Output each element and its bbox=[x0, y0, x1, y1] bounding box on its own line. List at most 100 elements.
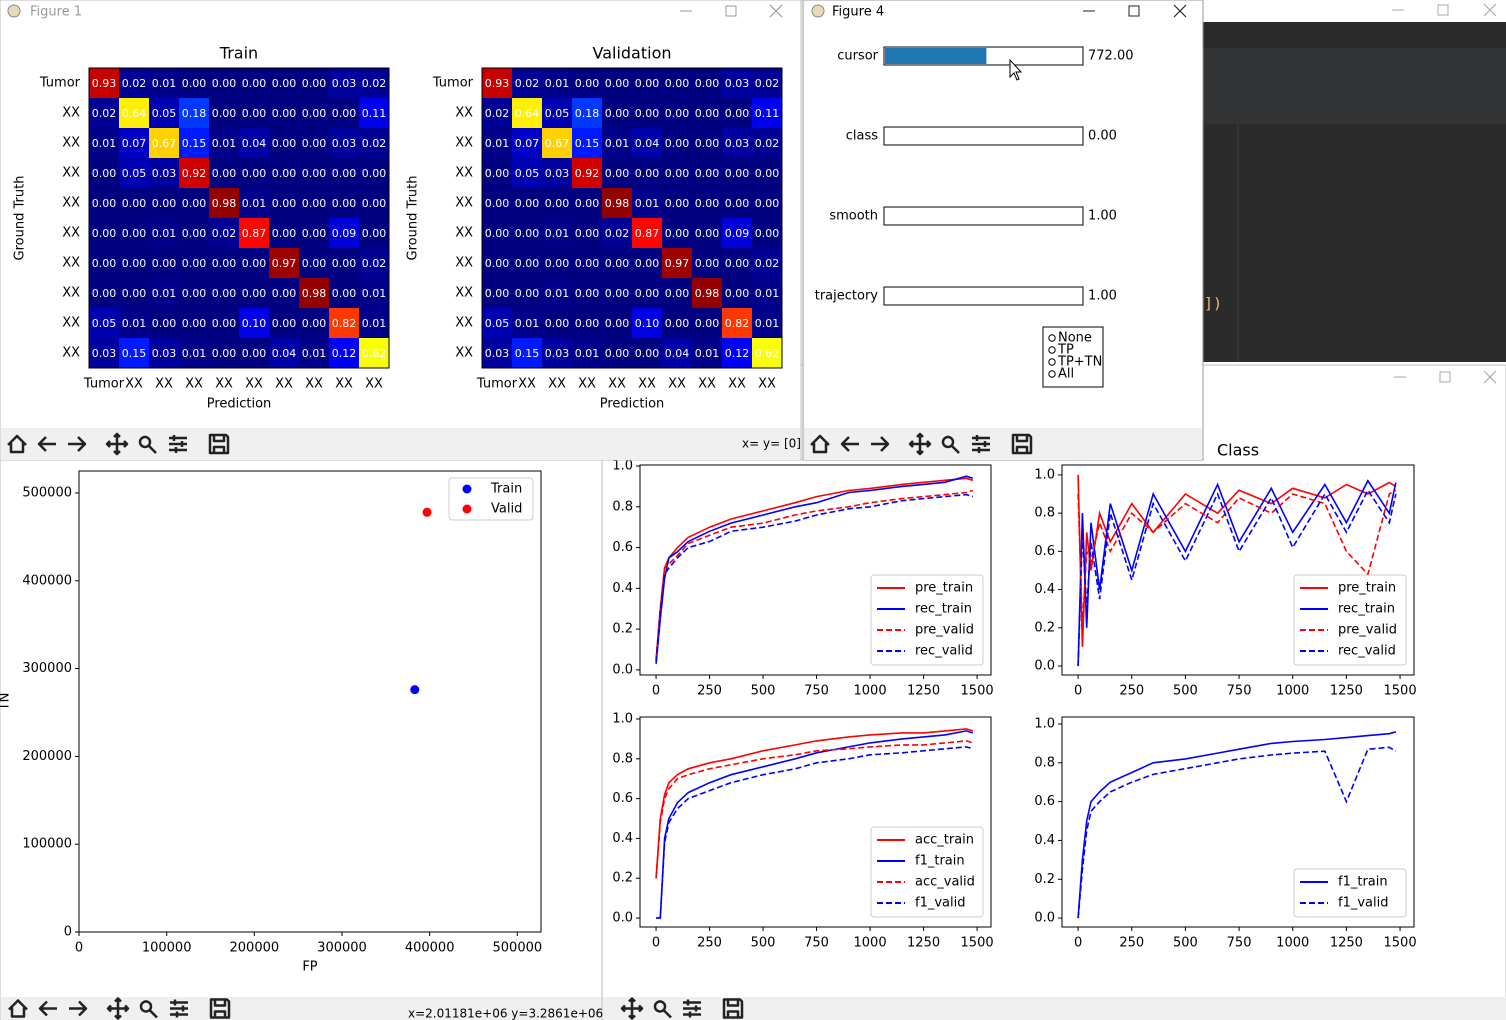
heatmap-cell bbox=[329, 218, 359, 248]
toolbar-button-save[interactable] bbox=[209, 998, 231, 1019]
heatmap-cell bbox=[482, 188, 512, 218]
maximize-button[interactable] bbox=[725, 5, 737, 17]
toolbar-button-save[interactable] bbox=[1011, 433, 1033, 455]
line-series bbox=[1077, 731, 1397, 919]
y-tick-label: Tumor bbox=[39, 76, 81, 91]
toolbar-button-home[interactable] bbox=[7, 434, 27, 454]
close-button[interactable] bbox=[1483, 3, 1497, 17]
y-tick-label: XX bbox=[62, 346, 80, 361]
toolbar-button-home[interactable] bbox=[810, 434, 830, 454]
close-button[interactable] bbox=[1173, 4, 1187, 18]
heatmap-cell bbox=[722, 158, 752, 188]
toolbar-button-save[interactable] bbox=[722, 998, 744, 1019]
x-tick-label: 1000 bbox=[854, 684, 887, 699]
radio-option[interactable]: All bbox=[1048, 367, 1074, 382]
slider[interactable] bbox=[883, 286, 1084, 306]
line-series bbox=[655, 493, 974, 662]
heatmap-cell bbox=[119, 98, 149, 128]
cell-label: 0.64 bbox=[122, 107, 147, 120]
toolbar-button-home[interactable] bbox=[8, 999, 28, 1018]
x-tick-label: 500 bbox=[1173, 936, 1198, 951]
radio-label: All bbox=[1058, 367, 1074, 382]
heatmap-cell bbox=[722, 128, 752, 158]
toolbar-button-zoom[interactable] bbox=[941, 435, 960, 454]
y-tick-label: 200000 bbox=[22, 749, 72, 764]
heatmap-cell bbox=[542, 278, 572, 308]
heatmap-cell bbox=[632, 218, 662, 248]
chart-title: Class bbox=[1217, 441, 1259, 460]
toolbar-button-save[interactable] bbox=[208, 433, 230, 455]
heatmap-cell bbox=[89, 128, 119, 158]
x-tick-label: 750 bbox=[1227, 684, 1252, 699]
heatmap-cell bbox=[209, 98, 239, 128]
heatmap-cell bbox=[299, 68, 329, 98]
heatmap-cell bbox=[572, 218, 602, 248]
x-tick-label: 250 bbox=[697, 936, 722, 951]
y-tick-label: 300000 bbox=[22, 661, 72, 676]
toolbar-button-forward[interactable] bbox=[871, 436, 890, 452]
maximize-button[interactable] bbox=[1437, 4, 1449, 16]
x-tick-label: XX bbox=[155, 377, 173, 392]
cell-label: 0.00 bbox=[665, 107, 690, 120]
heatmap-cell bbox=[512, 68, 542, 98]
toolbar-button-move[interactable] bbox=[908, 432, 932, 456]
close-button[interactable] bbox=[769, 4, 783, 18]
toolbar-button-move[interactable] bbox=[106, 997, 130, 1020]
cell-label: 0.00 bbox=[485, 197, 510, 210]
maximize-button[interactable] bbox=[1128, 5, 1140, 17]
status-text: x= y= [0] bbox=[742, 437, 801, 451]
toolbar-button-forward[interactable] bbox=[69, 1000, 88, 1017]
cell-label: 0.01 bbox=[605, 137, 630, 150]
cell-label: 0.00 bbox=[92, 287, 117, 300]
close-button[interactable] bbox=[1483, 370, 1497, 384]
cell-label: 0.00 bbox=[545, 317, 570, 330]
heatmap-cell bbox=[752, 248, 782, 278]
cell-label: 0.01 bbox=[152, 287, 177, 300]
legend-label: rec_valid bbox=[1338, 644, 1396, 659]
y-tick-label: XX bbox=[455, 286, 473, 301]
toolbar-button-config[interactable] bbox=[170, 999, 188, 1018]
y-axis-label: Ground Truth bbox=[13, 176, 28, 261]
toolbar-button-move[interactable] bbox=[620, 997, 644, 1020]
toolbar-button-forward[interactable] bbox=[68, 436, 87, 452]
slider[interactable] bbox=[883, 46, 1084, 66]
toolbar-button-zoom[interactable] bbox=[653, 1000, 672, 1019]
heatmap-cell bbox=[359, 68, 389, 98]
y-tick-label: 0.4 bbox=[612, 831, 633, 846]
y-tick-label: XX bbox=[455, 226, 473, 241]
cell-label: 0.00 bbox=[575, 77, 600, 90]
cell-label: 0.00 bbox=[332, 287, 357, 300]
toolbar-button-config[interactable] bbox=[169, 435, 187, 453]
heatmap-cell bbox=[299, 188, 329, 218]
toolbar-button-back[interactable] bbox=[37, 436, 56, 452]
toolbar-button-move[interactable] bbox=[105, 432, 129, 456]
heatmap-cell bbox=[602, 218, 632, 248]
slider[interactable] bbox=[883, 206, 1084, 226]
heatmap-cell bbox=[752, 158, 782, 188]
toolbar-button-zoom[interactable] bbox=[138, 435, 157, 454]
radio-option[interactable]: None bbox=[1048, 331, 1092, 346]
heatmap-cell bbox=[692, 278, 722, 308]
window-title: Figure 1 bbox=[30, 5, 82, 20]
toolbar-button-zoom[interactable] bbox=[139, 1000, 158, 1019]
toolbar-button-back[interactable] bbox=[38, 1000, 57, 1017]
toolbar-button-back[interactable] bbox=[840, 436, 859, 452]
cell-label: 0.00 bbox=[665, 167, 690, 180]
cell-label: 0.00 bbox=[575, 287, 600, 300]
cell-label: 0.04 bbox=[242, 137, 267, 150]
cell-label: 0.18 bbox=[182, 107, 207, 120]
heatmap-cell bbox=[602, 98, 632, 128]
heatmap-cell bbox=[149, 188, 179, 218]
heatmap-cell bbox=[269, 218, 299, 248]
cell-label: 0.00 bbox=[122, 197, 147, 210]
slider[interactable] bbox=[883, 126, 1084, 146]
radio-option[interactable]: TP+TN bbox=[1048, 355, 1103, 370]
toolbar-button-config[interactable] bbox=[972, 435, 990, 453]
radio-option[interactable]: TP bbox=[1048, 343, 1074, 358]
maximize-button[interactable] bbox=[1439, 371, 1451, 383]
cell-label: 0.00 bbox=[92, 167, 117, 180]
legend-box bbox=[870, 574, 984, 666]
cell-label: 0.00 bbox=[635, 107, 660, 120]
toolbar-button-config[interactable] bbox=[683, 999, 701, 1018]
cell-label: 0.01 bbox=[515, 317, 540, 330]
